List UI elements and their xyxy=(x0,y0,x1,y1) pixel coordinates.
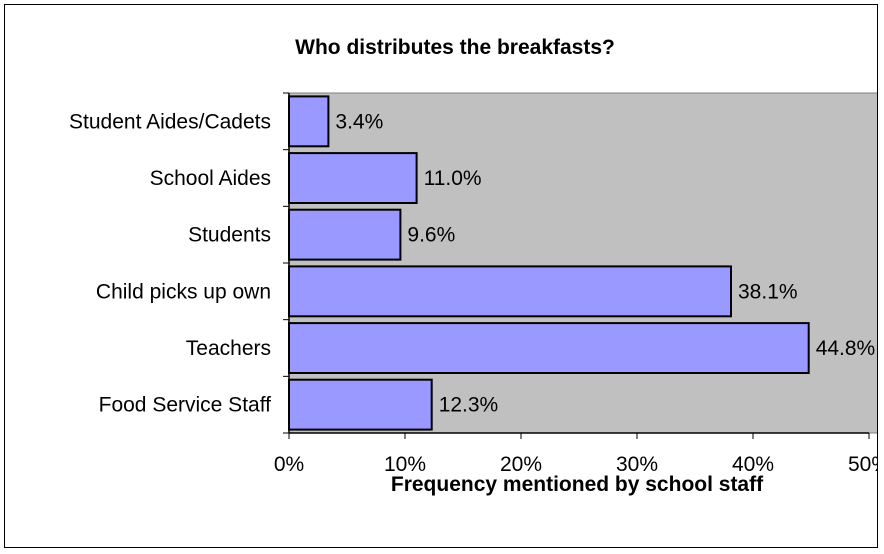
x-tick-label: 50% xyxy=(848,453,878,476)
bars-group xyxy=(288,95,810,431)
category-label: Child picks up own xyxy=(96,280,271,303)
plot-area xyxy=(288,92,877,434)
bar-0 xyxy=(288,95,330,148)
bar-5 xyxy=(288,378,433,431)
x-axis-title: Frequency mentioned by school staff xyxy=(391,473,764,496)
x-tick-label: 30% xyxy=(616,453,658,476)
bar-chart: Who distributes the breakfasts? Student … xyxy=(69,36,878,496)
x-tick-label: 20% xyxy=(500,453,542,476)
category-labels: Student Aides/Cadets School Aides Students… xyxy=(69,110,271,416)
bar-2 xyxy=(288,208,402,261)
x-tick-label: 0% xyxy=(274,453,304,476)
data-label: 44.8% xyxy=(816,337,876,360)
x-tick-label: 40% xyxy=(732,453,774,476)
data-label: 12.3% xyxy=(439,394,499,417)
data-label: 3.4% xyxy=(335,110,383,133)
category-label: School Aides xyxy=(150,167,271,190)
category-label: Teachers xyxy=(186,337,271,360)
data-label: 11.0% xyxy=(424,167,482,190)
x-axis: 0% 10% 20% 30% 40% 50% xyxy=(274,92,878,476)
bar-1 xyxy=(288,152,418,205)
category-label: Student Aides/Cadets xyxy=(69,110,271,133)
data-labels: 3.4% 11.0% 9.6% 38.1% 44.8% 12.3% xyxy=(335,110,875,416)
data-label: 9.6% xyxy=(407,224,455,247)
chart-frame: Who distributes the breakfasts? Student … xyxy=(4,4,878,548)
category-label: Food Service Staff xyxy=(99,394,272,417)
data-label: 38.1% xyxy=(738,280,798,303)
x-tick-label: 10% xyxy=(384,453,426,476)
bar-4 xyxy=(288,322,810,375)
category-label: Students xyxy=(188,224,271,247)
chart-title: Who distributes the breakfasts? xyxy=(295,36,615,59)
bar-3 xyxy=(288,265,732,318)
